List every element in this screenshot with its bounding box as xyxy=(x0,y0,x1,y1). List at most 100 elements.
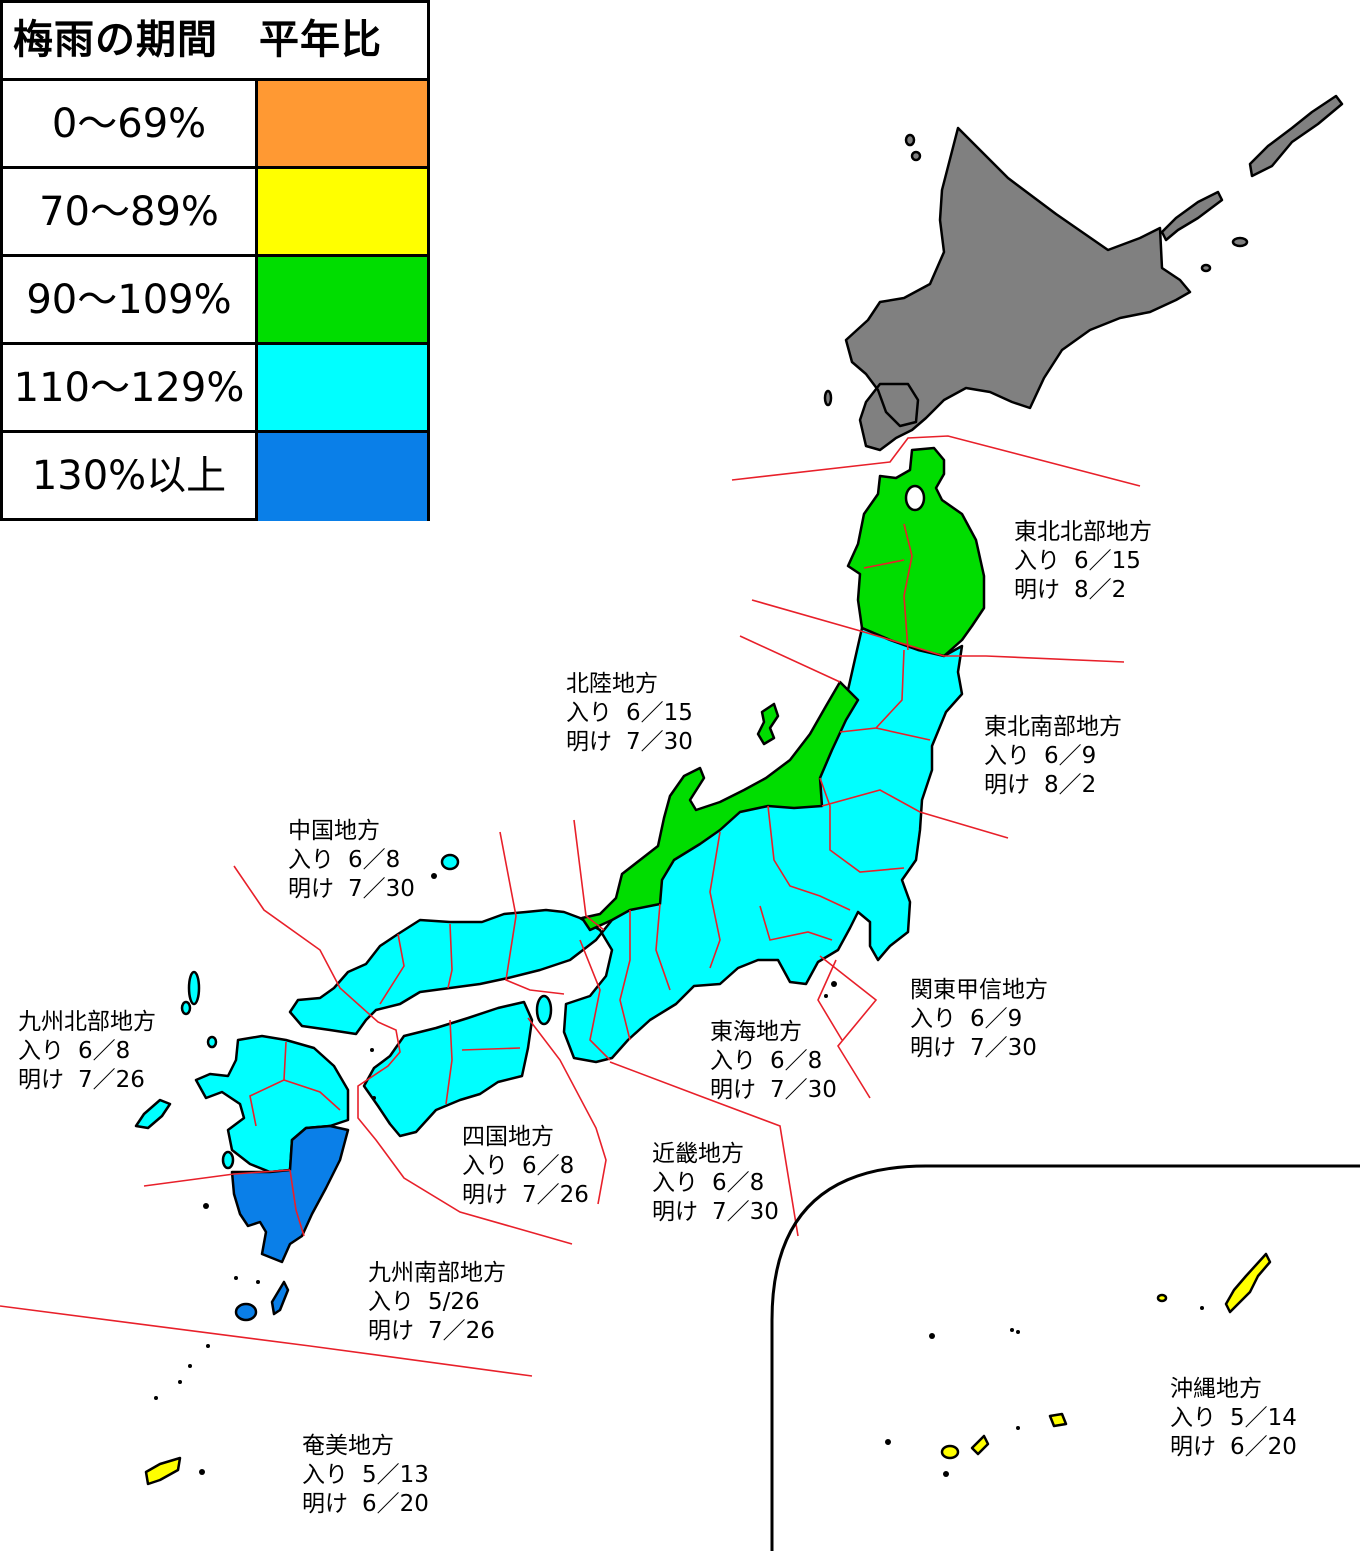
iki xyxy=(206,1035,218,1049)
region-exit-label: 明け xyxy=(1014,577,1060,603)
region-entry-date: 6／8 xyxy=(78,1038,131,1064)
boundary-tohoku-kanto xyxy=(821,789,1009,839)
iriomote-shape xyxy=(940,1444,960,1460)
region-name: 東海地方 xyxy=(710,1019,802,1045)
amami-shape xyxy=(144,1456,182,1486)
okinawa-main-shape xyxy=(1224,1252,1272,1314)
region-exit-date: 7／26 xyxy=(428,1318,495,1344)
region-entry-label: 入り xyxy=(1014,548,1060,574)
region-exit-label: 明け xyxy=(302,1491,348,1517)
region-entry-label: 入り xyxy=(710,1048,756,1074)
boundary-shikoku-kinki xyxy=(527,1017,607,1205)
region-exit-line: 明け 6／20 xyxy=(302,1490,429,1519)
islet-dot xyxy=(199,1469,205,1475)
legend-range-label: 0～69% xyxy=(3,81,258,166)
region-exit-line: 明け 8／2 xyxy=(984,771,1122,800)
prefecture-lines xyxy=(839,649,905,733)
region-label-shikoku: 四国地方 入り 6／8 明け 7／26 xyxy=(462,1123,589,1210)
region-entry-date: 6／8 xyxy=(522,1153,575,1179)
region-entry-label: 入り xyxy=(302,1462,348,1488)
region-label-kyushu-north: 九州北部地方 入り 6／8 明け 7／26 xyxy=(18,1008,156,1095)
islet-dot xyxy=(885,1439,891,1445)
islet-dot xyxy=(370,1048,374,1052)
tanegashima xyxy=(270,1280,290,1316)
legend-title: 梅雨の期間 平年比 xyxy=(3,3,427,81)
hokkaido-islet-2 xyxy=(904,133,916,147)
region-entry-date: 6／8 xyxy=(712,1170,765,1196)
region-exit-label: 明け xyxy=(652,1199,698,1225)
region-exit-label: 明け xyxy=(288,876,334,902)
oki xyxy=(440,853,460,871)
region-name: 沖縄地方 xyxy=(1170,1376,1262,1402)
shikoku-shape xyxy=(362,1000,534,1138)
region-name: 九州北部地方 xyxy=(18,1009,156,1035)
hokkaido-islet-4 xyxy=(823,389,833,407)
prefecture-lines xyxy=(863,559,905,569)
legend-range-label: 130%以上 xyxy=(3,433,258,521)
region-exit-date: 7／30 xyxy=(626,729,693,755)
tsushima xyxy=(187,970,201,1006)
region-entry-date: 6／15 xyxy=(1074,548,1141,574)
prefecture-lines xyxy=(875,727,931,741)
boundary-chugoku-kinki xyxy=(499,831,565,995)
region-entry-date: 6／8 xyxy=(348,847,401,873)
prefecture-lines xyxy=(655,903,671,991)
region-exit-line: 明け 7／30 xyxy=(566,728,693,757)
prefecture-lines xyxy=(579,939,611,1061)
islet-dot xyxy=(203,1203,209,1209)
miyako-shape xyxy=(1048,1412,1068,1428)
region-entry-line: 入り 5／13 xyxy=(302,1461,429,1490)
ishigaki-shape xyxy=(970,1434,990,1456)
tohoku-north-shape xyxy=(846,446,986,658)
region-exit-label: 明け xyxy=(710,1077,756,1103)
islet-dot xyxy=(1010,1328,1014,1332)
region-exit-line: 明け 7／30 xyxy=(652,1198,779,1227)
region-name: 東北南部地方 xyxy=(984,714,1122,740)
islet-dot xyxy=(206,1344,210,1348)
islet-dot xyxy=(943,1471,949,1477)
region-label-amami: 奄美地方 入り 5／13 明け 6／20 xyxy=(302,1432,429,1519)
region-entry-line: 入り 5/26 xyxy=(368,1288,506,1317)
okinawa-islet-1 xyxy=(1156,1293,1168,1303)
region-name: 奄美地方 xyxy=(302,1433,394,1459)
prefecture-lines xyxy=(767,805,851,911)
kyushu-south-shape xyxy=(230,1124,350,1264)
region-exit-date: 7／30 xyxy=(712,1199,779,1225)
region-entry-label: 入り xyxy=(462,1153,508,1179)
islet-dot xyxy=(256,1280,260,1284)
islet-dot xyxy=(831,981,837,987)
islet-dot xyxy=(234,1276,238,1280)
region-entry-date: 6／9 xyxy=(970,1006,1023,1032)
legend-color-swatch xyxy=(258,345,427,430)
region-entry-date: 6／9 xyxy=(1044,743,1097,769)
prefecture-lines xyxy=(289,1169,305,1237)
sado-island xyxy=(756,702,780,746)
region-label-kyushu-south: 九州南部地方 入り 5/26 明け 7／26 xyxy=(368,1259,506,1346)
legend-row: 70～89% xyxy=(3,169,427,257)
legend-row: 110～129% xyxy=(3,345,427,433)
region-label-kanto-koshin: 関東甲信地方 入り 6／9 明け 7／30 xyxy=(910,976,1048,1063)
prefecture-lines xyxy=(903,523,913,651)
region-label-okinawa: 沖縄地方 入り 5／14 明け 6／20 xyxy=(1170,1375,1297,1462)
region-name: 関東甲信地方 xyxy=(910,977,1048,1003)
region-exit-date: 6／20 xyxy=(1230,1434,1297,1460)
region-exit-line: 明け 7／30 xyxy=(710,1076,837,1105)
region-exit-label: 明け xyxy=(1170,1434,1216,1460)
region-entry-line: 入り 6／8 xyxy=(462,1152,589,1181)
region-entry-date: 6／8 xyxy=(770,1048,823,1074)
boundary-chugoku-west xyxy=(233,865,573,1245)
region-entry-line: 入り 5／14 xyxy=(1170,1404,1297,1433)
region-entry-line: 入り 6／9 xyxy=(984,742,1122,771)
prefecture-lines xyxy=(445,1019,453,1105)
islet-dot xyxy=(929,1333,935,1339)
region-entry-line: 入り 6／9 xyxy=(910,1005,1048,1034)
region-entry-line: 入り 6／15 xyxy=(1014,547,1152,576)
okinawa-inset-frame xyxy=(770,1164,1360,1551)
region-name: 九州南部地方 xyxy=(368,1260,506,1286)
region-exit-label: 明け xyxy=(984,772,1030,798)
region-exit-label: 明け xyxy=(566,729,612,755)
region-entry-date: 6／15 xyxy=(626,700,693,726)
tsushima-2 xyxy=(180,1000,192,1016)
region-exit-line: 明け 7／26 xyxy=(462,1181,589,1210)
